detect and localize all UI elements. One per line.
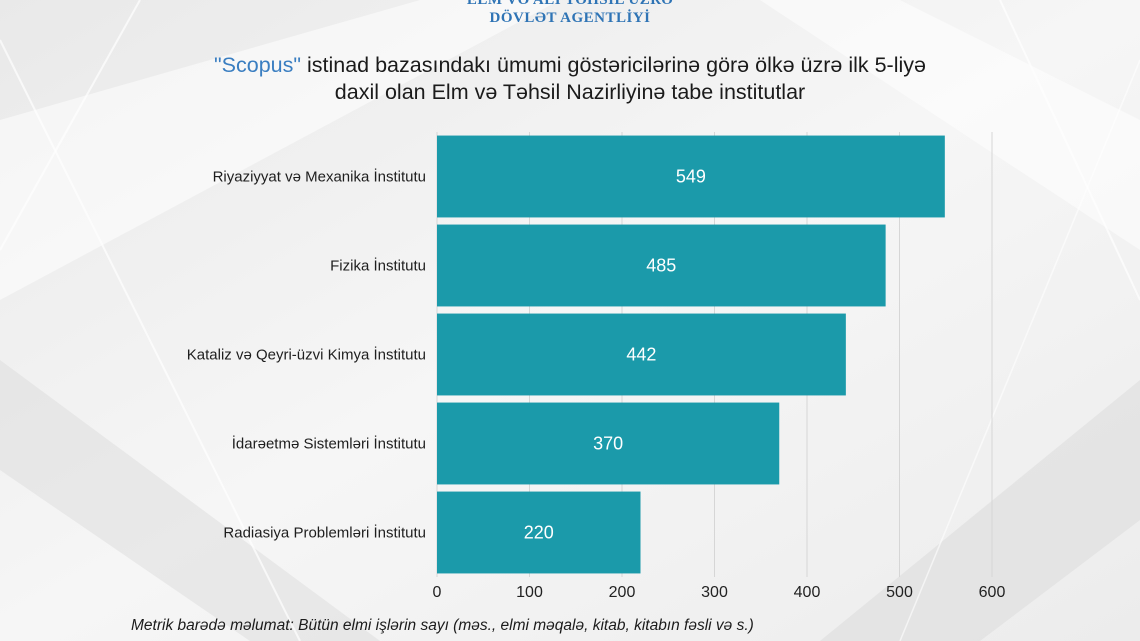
bar-value-label: 442: [626, 345, 656, 365]
bar-value-label: 220: [524, 523, 554, 543]
category-label: İdarəetmə Sistemləri İnstitutu: [232, 435, 426, 453]
category-label: Kataliz və Qeyri-üzvi Kimya İnstitutu: [187, 346, 426, 364]
agency-name-line2: DÖVLƏT AGENTLİYİ: [489, 10, 651, 26]
x-tick-label: 300: [701, 584, 728, 601]
chart-title: "Scopus" istinad bazasındakı ümumi göstə…: [0, 52, 1140, 106]
chart-footnote: Metrik barədə məlumat: Bütün elmi işləri…: [131, 617, 754, 634]
bar-value-label: 370: [593, 434, 623, 454]
x-tick-label: 100: [516, 584, 543, 601]
chart-title-highlight: "Scopus": [214, 53, 301, 77]
x-tick-label: 200: [609, 584, 636, 601]
category-label: Radiasiya Problemləri İnstitutu: [223, 524, 426, 542]
bar: [437, 135, 945, 218]
bar: [437, 224, 886, 307]
category-label: Fizika İnstitutu: [330, 257, 426, 275]
agency-name-line1: ELM VƏ ALİ TƏHSİL ÜZRƏ: [466, 0, 674, 8]
x-tick-label: 600: [979, 584, 1006, 601]
bar-value-label: 549: [676, 167, 706, 187]
bar-value-label: 485: [646, 256, 676, 276]
bar: [437, 491, 641, 574]
chart-title-line1: "Scopus" istinad bazasındakı ümumi göstə…: [0, 52, 1140, 79]
chart-title-line1-rest: istinad bazasındakı ümumi göstəricilərin…: [301, 53, 926, 77]
category-label: Riyaziyyat və Mexanika İnstitutu: [213, 168, 426, 186]
bar: [437, 402, 780, 485]
x-tick-label: 500: [886, 584, 913, 601]
bar: [437, 313, 846, 396]
chart-title-line2: daxil olan Elm və Təhsil Nazirliyinə tab…: [334, 80, 806, 104]
x-tick-label: 400: [794, 584, 821, 601]
x-tick-label: 0: [433, 584, 442, 601]
